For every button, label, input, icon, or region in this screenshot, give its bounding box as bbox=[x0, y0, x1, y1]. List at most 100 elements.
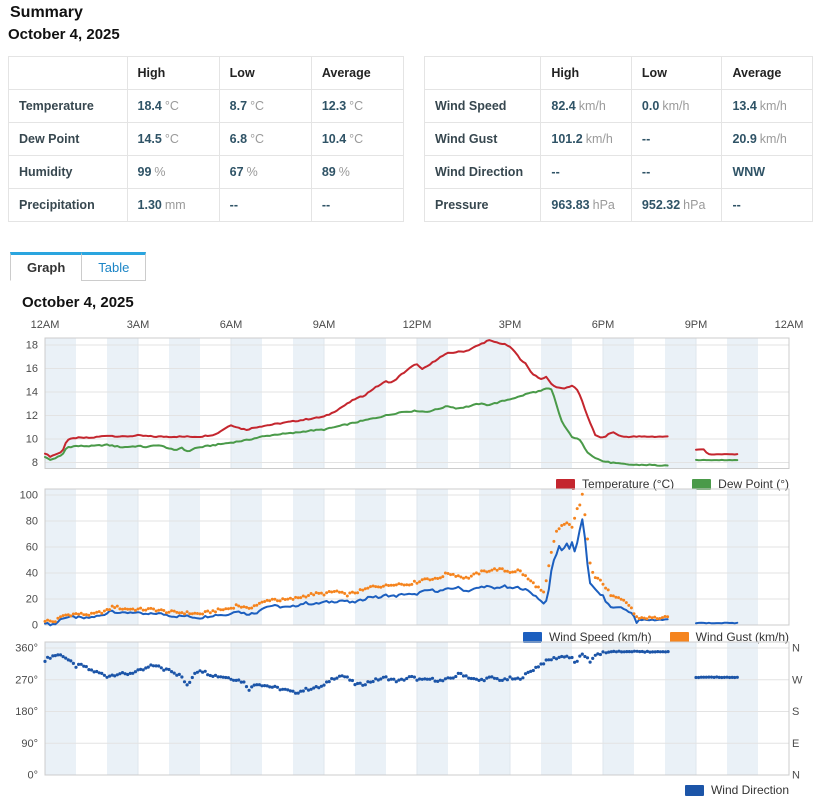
tab-table[interactable]: Table bbox=[81, 252, 147, 281]
row-label-temperature: Temperature bbox=[8, 89, 128, 123]
row-label-wind-gust: Wind Gust bbox=[423, 122, 542, 156]
y-axis-tick: 90° bbox=[21, 738, 38, 750]
wind-direction-legend: Wind Direction bbox=[684, 783, 789, 797]
table-row: Dew Point 14.5 °C 6.8 °C 10.4 °C bbox=[8, 122, 405, 156]
hour-stripe bbox=[45, 338, 76, 469]
cell-precip-high: 1.30 mm bbox=[126, 188, 220, 222]
hour-stripe bbox=[293, 642, 324, 775]
dew-point-line bbox=[44, 387, 739, 467]
hour-stripe bbox=[107, 489, 138, 625]
table-row: Wind Direction -- -- WNW bbox=[423, 155, 813, 189]
hour-stripe bbox=[107, 642, 138, 775]
empty-header-cell bbox=[423, 56, 542, 90]
col-average: Average bbox=[721, 56, 813, 90]
time-axis-label: 9AM bbox=[313, 319, 336, 331]
y-axis-tick: 0° bbox=[27, 770, 38, 781]
summary-table-temperature: High Low Average Temperature 18.4 °C 8.7 °… bbox=[8, 56, 405, 222]
hour-stripe bbox=[355, 642, 386, 775]
hour-stripe bbox=[293, 338, 324, 469]
cell-temp-low: 8.7 °C bbox=[218, 89, 312, 123]
table-row: Wind Speed 82.4 km/h 0.0 km/h 13.4 km/h bbox=[423, 89, 813, 123]
table-row: Humidity 99% 67% 89% bbox=[8, 155, 405, 189]
hour-stripe bbox=[417, 489, 448, 625]
y-axis-tick: 20 bbox=[26, 594, 38, 606]
cell-precip-low: -- bbox=[218, 188, 312, 222]
table-row: Precipitation 1.30 mm -- -- bbox=[8, 188, 405, 222]
wind-gust-dots bbox=[43, 492, 670, 624]
cell-dew-high: 14.5 °C bbox=[126, 122, 220, 156]
hour-stripe bbox=[727, 489, 758, 625]
table-header-row: High Low Average bbox=[423, 56, 813, 90]
y-axis-right-label: S bbox=[792, 706, 799, 718]
y-axis-tick: 40 bbox=[26, 568, 38, 580]
cell-dew-low: 6.8 °C bbox=[218, 122, 312, 156]
legend-label: Temperature (°C) bbox=[582, 477, 675, 491]
hour-stripe bbox=[293, 489, 324, 625]
wind-direction-chart[interactable]: 360° N 270° W 180° S 90° E 0° N bbox=[0, 641, 813, 781]
hour-stripe bbox=[231, 489, 262, 625]
table-row: Temperature 18.4 °C 8.7 °C 12.3 °C bbox=[8, 89, 405, 123]
chart-section-date: October 4, 2025 bbox=[22, 294, 134, 311]
cell-wdir-high: -- bbox=[540, 155, 632, 189]
temperature-dewpoint-chart[interactable]: 18 16 14 12 10 8 12AM 3AM 6AM 9AM 12PM 3PM 6PM 9PM 12A… bbox=[0, 315, 813, 477]
time-axis-label: 6PM bbox=[592, 319, 615, 331]
row-label-pressure: Pressure bbox=[423, 188, 542, 222]
cell-wspd-high: 82.4 km/h bbox=[540, 89, 632, 123]
hour-stripe bbox=[231, 338, 262, 469]
y-axis-tick: 360° bbox=[15, 643, 38, 655]
cell-temp-high: 18.4 °C bbox=[126, 89, 220, 123]
legend-label: Wind Speed (km/h) bbox=[548, 630, 652, 644]
temperature-chart-legend: Temperature (°C) Dew Point (°) bbox=[556, 477, 789, 491]
time-axis-label: 12PM bbox=[403, 319, 432, 331]
y-axis-tick: 18 bbox=[26, 340, 38, 352]
col-low: Low bbox=[630, 56, 723, 90]
y-axis-tick: 14 bbox=[26, 387, 38, 399]
hour-stripe bbox=[727, 642, 758, 775]
legend-swatch bbox=[692, 478, 712, 490]
cell-hum-low: 67% bbox=[218, 155, 312, 189]
cell-wgst-low: -- bbox=[630, 122, 723, 156]
hour-stripe bbox=[541, 642, 572, 775]
table-row: Pressure 963.83 hPa 952.32 hPa -- bbox=[423, 188, 813, 222]
hour-stripe bbox=[355, 338, 386, 469]
y-axis-tick: 12 bbox=[26, 410, 38, 422]
hour-stripe bbox=[45, 642, 76, 775]
hour-stripe bbox=[541, 489, 572, 625]
wind-speed-line bbox=[44, 518, 739, 627]
empty-header-cell bbox=[8, 56, 128, 90]
cell-wdir-low: -- bbox=[630, 155, 723, 189]
legend-item: Wind Gust (km/h) bbox=[669, 630, 789, 644]
y-axis-right-label: W bbox=[792, 674, 803, 686]
row-label-wind-speed: Wind Speed bbox=[423, 89, 542, 123]
cell-wspd-avg: 13.4 km/h bbox=[721, 89, 813, 123]
legend-swatch bbox=[522, 631, 542, 643]
row-label-humidity: Humidity bbox=[8, 155, 128, 189]
time-axis-label: 12AM bbox=[31, 319, 60, 331]
tab-graph[interactable]: Graph bbox=[10, 252, 83, 281]
y-axis-right-label: N bbox=[792, 643, 800, 655]
wind-chart-legend: Wind Speed (km/h) Wind Gust (km/h) bbox=[522, 630, 789, 644]
hour-stripe bbox=[479, 642, 510, 775]
cell-pres-high: 963.83 hPa bbox=[540, 188, 632, 222]
wind-speed-gust-chart[interactable]: 100 80 60 40 20 0 bbox=[0, 488, 813, 630]
time-axis-label: 12AM bbox=[775, 319, 804, 331]
cell-temp-avg: 12.3 °C bbox=[310, 89, 405, 123]
col-average: Average bbox=[310, 56, 405, 90]
y-axis-tick: 180° bbox=[15, 706, 38, 718]
hour-stripe bbox=[603, 642, 634, 775]
row-label-wind-direction: Wind Direction bbox=[423, 155, 542, 189]
legend-label: Wind Gust (km/h) bbox=[695, 630, 789, 644]
hour-stripe bbox=[169, 642, 200, 775]
hour-stripe bbox=[169, 338, 200, 469]
cell-pres-low: 952.32 hPa bbox=[630, 188, 723, 222]
cell-precip-avg: -- bbox=[310, 188, 405, 222]
y-axis-right-label: E bbox=[792, 738, 799, 750]
legend-item: Dew Point (°) bbox=[692, 477, 789, 491]
hour-stripe bbox=[665, 489, 696, 625]
cell-dew-avg: 10.4 °C bbox=[310, 122, 405, 156]
row-label-precipitation: Precipitation bbox=[8, 188, 128, 222]
y-axis-tick: 270° bbox=[15, 674, 38, 686]
col-high: High bbox=[540, 56, 632, 90]
view-tabs: Graph Table bbox=[10, 252, 147, 281]
hour-stripe bbox=[603, 338, 634, 469]
